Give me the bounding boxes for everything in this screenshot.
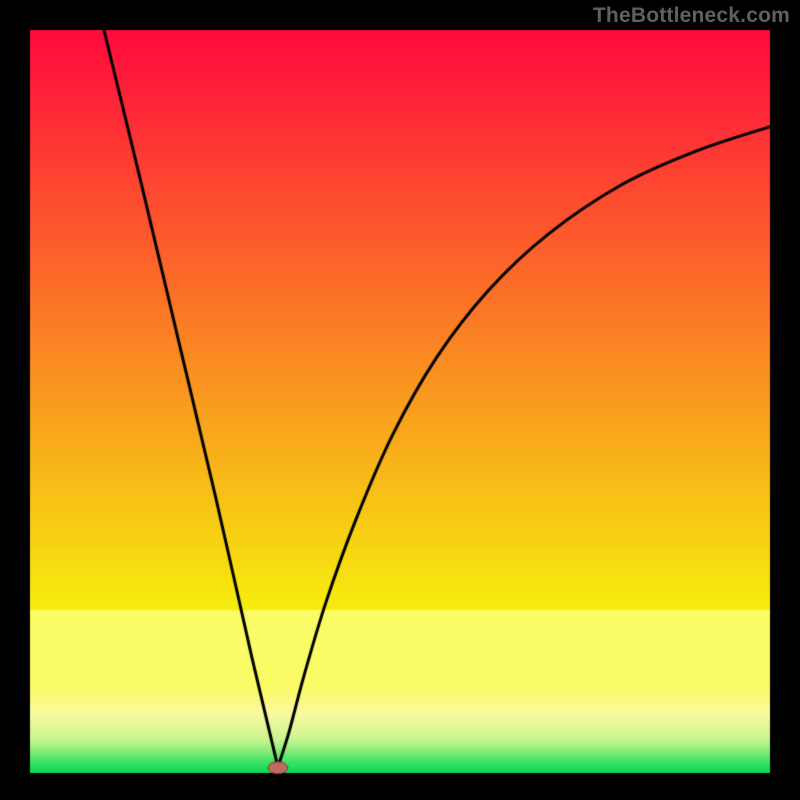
chart-container: TheBottleneck.com: [0, 0, 800, 800]
watermark-text: TheBottleneck.com: [593, 4, 790, 28]
bottleneck-chart: [0, 0, 800, 800]
